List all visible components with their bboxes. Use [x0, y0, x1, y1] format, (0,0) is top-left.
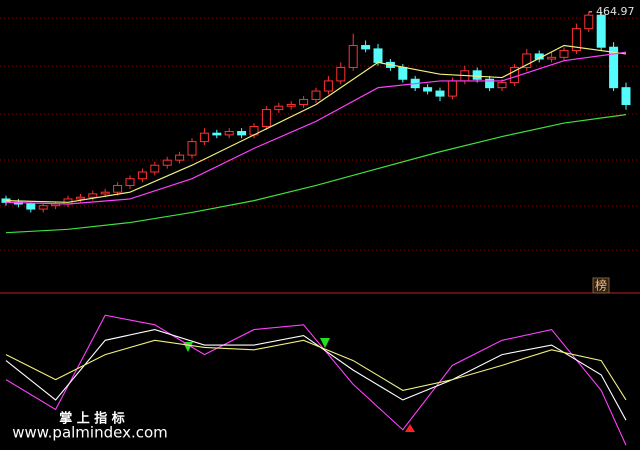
candle-body [237, 131, 247, 136]
candle-body [348, 45, 358, 68]
candle-body [150, 164, 160, 173]
candle-body [522, 53, 532, 68]
candle-body [485, 78, 495, 89]
candle-body [113, 184, 123, 193]
candle-body [299, 98, 309, 106]
candle-body [311, 90, 321, 100]
indicator-line [5, 314, 627, 446]
moving-average [5, 44, 627, 203]
candle-body [26, 203, 36, 210]
candle-body [596, 14, 606, 48]
candle-body [212, 132, 222, 136]
candle-body [224, 131, 234, 136]
candle-body [38, 205, 48, 210]
moving-average [5, 51, 627, 205]
candle-body [435, 90, 445, 97]
candle-body [472, 70, 482, 80]
buy-arrow [405, 424, 415, 432]
high-label: 464.97 [596, 5, 635, 18]
candles [1, 11, 631, 213]
candle-body [286, 104, 296, 107]
candle-body [447, 80, 457, 97]
candle-body [559, 50, 569, 58]
candle-body [137, 171, 147, 180]
watermark: 掌 上 指 标 [59, 411, 125, 427]
moving-average [5, 114, 627, 234]
badge: 榜 [595, 278, 607, 293]
candle-body [609, 46, 619, 89]
candle-body [373, 48, 383, 63]
indicator-line [5, 329, 627, 421]
candle-body [547, 56, 557, 60]
sell-arrow [320, 338, 330, 348]
candle-body [274, 105, 284, 111]
candle-body [75, 196, 85, 200]
candle-body [323, 80, 333, 92]
candle-body [261, 109, 271, 127]
candle-body [571, 28, 581, 52]
grid [0, 17, 640, 251]
candle-body [497, 82, 507, 89]
candle-body [621, 87, 631, 106]
candle-body [584, 14, 594, 30]
candle-body [187, 141, 197, 156]
candle-body [423, 87, 433, 92]
candle-body [398, 66, 408, 80]
candle-body [199, 132, 209, 143]
candle-body [100, 191, 110, 195]
site-url: www.palmindex.com [12, 424, 168, 442]
candle-body [88, 193, 98, 198]
candle-body [125, 178, 135, 186]
badge-box [592, 277, 610, 294]
candle-body [175, 154, 185, 161]
candle-body [361, 45, 371, 50]
candle-body [336, 66, 346, 82]
indicator-line [5, 339, 627, 401]
candle-body [162, 159, 172, 166]
